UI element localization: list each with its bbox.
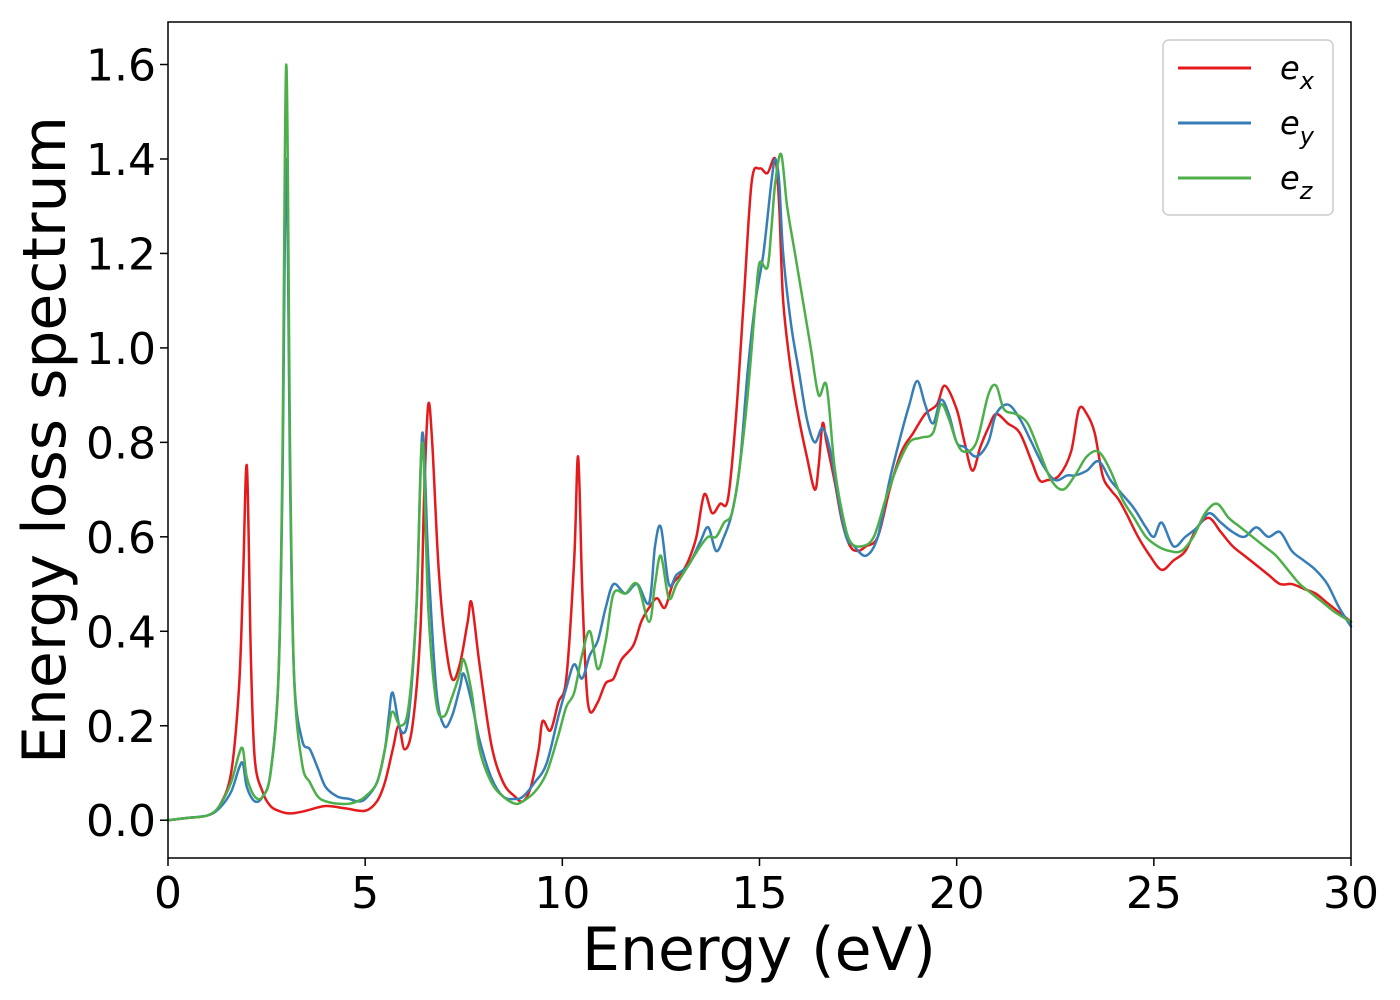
y-tick-label: 1.6 bbox=[86, 41, 156, 92]
x-tick-label: 30 bbox=[1323, 868, 1379, 919]
series-line-ez bbox=[166, 63, 1353, 822]
y-tick-label: 1.2 bbox=[86, 229, 156, 280]
y-tick-label: 1.0 bbox=[86, 324, 156, 375]
legend-subscript: z bbox=[1299, 177, 1314, 205]
x-tick-label: 5 bbox=[351, 868, 379, 919]
y-tick-label: 0.8 bbox=[86, 418, 156, 469]
x-tick-label: 20 bbox=[929, 868, 985, 919]
y-tick-label: 0.2 bbox=[86, 702, 156, 753]
legend-box bbox=[1162, 39, 1334, 216]
y-tick-label: 0.4 bbox=[86, 607, 156, 658]
x-axis: 0 5 10 15 20 25 30 bbox=[154, 858, 1379, 919]
series-layer bbox=[166, 63, 1353, 822]
x-tick-label: 0 bbox=[154, 868, 182, 919]
y-tick-label: 0.0 bbox=[86, 796, 156, 847]
y-tick-label: 1.4 bbox=[86, 135, 156, 186]
y-axis: 0.0 0.2 0.4 0.6 0.8 1.0 1.2 1.4 1.6 bbox=[86, 41, 168, 847]
series-line-ex bbox=[166, 156, 1353, 822]
legend-subscript: x bbox=[1299, 67, 1315, 95]
x-tick-label: 10 bbox=[534, 868, 590, 919]
series-line-ey bbox=[166, 157, 1353, 822]
x-tick-label: 15 bbox=[732, 868, 788, 919]
x-tick-label: 25 bbox=[1126, 868, 1182, 919]
x-axis-title: Energy (eV) bbox=[582, 915, 936, 985]
legend-subscript: y bbox=[1299, 122, 1315, 150]
y-axis-title: Energy loss spectrum bbox=[10, 116, 80, 764]
y-tick-label: 0.6 bbox=[86, 513, 156, 564]
